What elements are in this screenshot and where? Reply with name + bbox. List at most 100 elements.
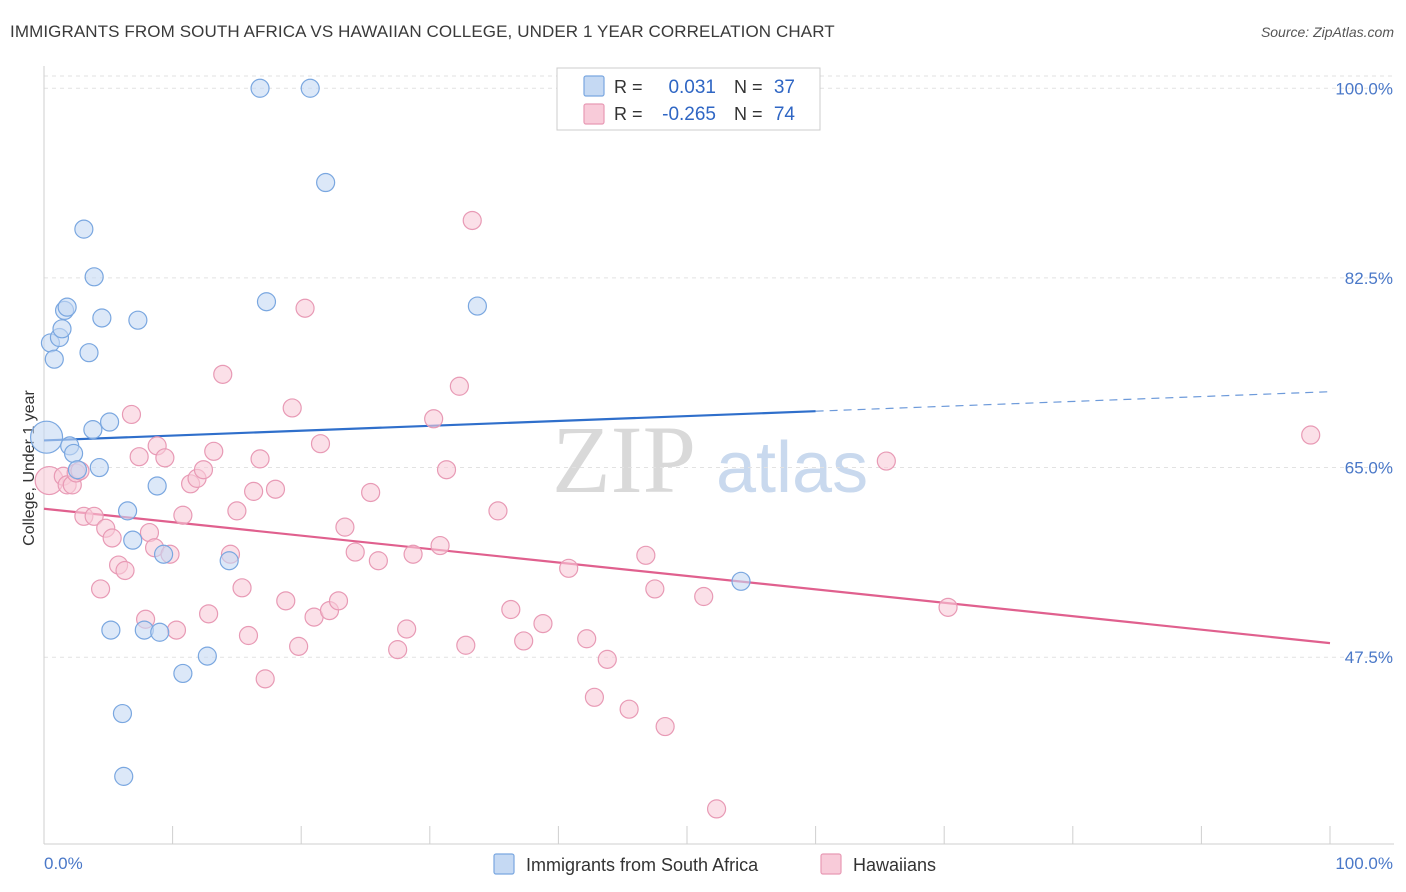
data-point-immigrants: [52, 319, 72, 339]
series-immigrants-south-africa: [29, 78, 751, 786]
data-point-hawaiians: [655, 716, 675, 737]
series-hawaiians: [34, 210, 1321, 819]
bottom-legend: Immigrants from South Africa Hawaiians: [493, 853, 936, 875]
data-point-immigrants: [250, 78, 270, 98]
data-point-immigrants: [197, 646, 217, 666]
data-point-hawaiians: [238, 625, 259, 646]
watermark-zip: ZIP: [552, 406, 696, 513]
data-point-immigrants: [44, 349, 64, 369]
stats-n-value-blue: 37: [774, 77, 795, 98]
data-point-hawaiians: [289, 636, 309, 656]
data-point-immigrants: [74, 219, 94, 239]
data-point-hawaiians: [345, 542, 365, 562]
data-point-immigrants: [84, 267, 104, 287]
data-point-immigrants: [153, 544, 174, 564]
data-point-immigrants: [128, 310, 148, 330]
data-point-hawaiians: [397, 619, 417, 639]
data-point-immigrants: [219, 551, 239, 571]
data-point-immigrants: [99, 412, 120, 432]
stats-n-label-blue: N =: [734, 77, 763, 97]
legend-swatch-hawaiians: [820, 853, 842, 875]
data-point-hawaiians: [424, 409, 444, 429]
data-point-immigrants: [89, 457, 109, 478]
data-point-hawaiians: [328, 591, 349, 611]
data-point-immigrants: [57, 297, 77, 317]
data-point-hawaiians: [368, 551, 388, 571]
axes: [43, 66, 1394, 845]
data-point-hawaiians: [204, 441, 224, 461]
y-tick-label: 47.5%: [1345, 648, 1393, 667]
data-point-hawaiians: [129, 447, 149, 467]
data-point-hawaiians: [102, 528, 122, 548]
data-point-hawaiians: [310, 434, 331, 454]
data-point-hawaiians: [115, 560, 135, 581]
legend-label-hawaiians: Hawaiians: [853, 855, 936, 875]
data-point-hawaiians: [938, 597, 958, 617]
data-point-hawaiians: [403, 544, 423, 564]
data-point-immigrants: [467, 296, 487, 316]
data-point-immigrants: [117, 501, 138, 521]
data-point-immigrants: [101, 620, 121, 640]
legend-swatch-immigrants: [493, 853, 515, 875]
y-tick-label: 65.0%: [1345, 459, 1393, 478]
data-point-hawaiians: [436, 460, 457, 480]
data-point-immigrants: [731, 571, 751, 591]
data-point-hawaiians: [514, 631, 534, 651]
data-point-hawaiians: [193, 460, 214, 480]
data-point-hawaiians: [456, 635, 476, 655]
x-tick-label-min: 0.0%: [44, 854, 83, 873]
data-point-hawaiians: [227, 501, 247, 521]
stats-legend: R = 0.031 N = 37 R = -0.265 N = 74: [556, 67, 821, 131]
stats-r-label-blue: R =: [614, 77, 643, 97]
data-point-hawaiians: [155, 448, 175, 468]
data-point-hawaiians: [706, 799, 727, 819]
chart-source: Source: ZipAtlas.com: [1260, 24, 1394, 40]
data-point-immigrants: [147, 476, 167, 496]
data-point-hawaiians: [282, 398, 302, 418]
data-point-immigrants: [114, 766, 134, 786]
stats-r-label-pink: R =: [614, 104, 643, 124]
data-point-immigrants: [316, 172, 336, 193]
data-point-immigrants: [173, 663, 193, 684]
data-point-hawaiians: [265, 479, 286, 499]
data-point-hawaiians: [501, 599, 521, 620]
y-tick-label: 82.5%: [1345, 269, 1393, 288]
stats-n-value-pink: 74: [774, 104, 796, 125]
stats-r-value-pink: -0.265: [662, 104, 716, 125]
data-point-hawaiians: [232, 578, 252, 598]
data-point-hawaiians: [250, 449, 270, 469]
data-point-hawaiians: [213, 364, 233, 384]
data-point-hawaiians: [645, 579, 665, 599]
data-point-immigrants: [79, 343, 99, 363]
data-point-immigrants: [300, 78, 320, 98]
data-point-immigrants: [123, 530, 143, 550]
data-point-hawaiians: [295, 298, 315, 318]
data-point-hawaiians: [90, 579, 111, 599]
data-point-immigrants: [67, 460, 88, 480]
data-point-immigrants: [112, 703, 133, 724]
data-point-immigrants: [256, 292, 277, 312]
data-point-hawaiians: [84, 506, 104, 526]
data-point-hawaiians: [1301, 425, 1321, 445]
data-point-hawaiians: [694, 586, 714, 607]
data-point-hawaiians: [166, 620, 187, 640]
data-point-immigrants: [92, 308, 112, 328]
data-point-hawaiians: [584, 687, 605, 707]
stats-r-value-blue: 0.031: [668, 77, 716, 98]
y-tick-label: 100.0%: [1335, 79, 1393, 98]
y-tick-labels: 47.5% 65.0% 82.5% 100.0%: [1335, 79, 1393, 667]
data-point-hawaiians: [121, 404, 142, 425]
data-point-hawaiians: [597, 649, 617, 669]
data-point-hawaiians: [619, 699, 639, 719]
data-point-hawaiians: [559, 558, 579, 578]
data-point-hawaiians: [636, 545, 656, 565]
gridlines: [44, 75, 1394, 658]
data-point-hawaiians: [199, 604, 219, 624]
stats-legend-swatch-blue: [583, 75, 605, 97]
data-point-hawaiians: [388, 640, 408, 660]
data-point-immigrants: [150, 622, 170, 642]
data-point-immigrants: [63, 443, 84, 464]
data-point-immigrants: [83, 420, 103, 440]
data-point-hawaiians: [462, 210, 482, 231]
